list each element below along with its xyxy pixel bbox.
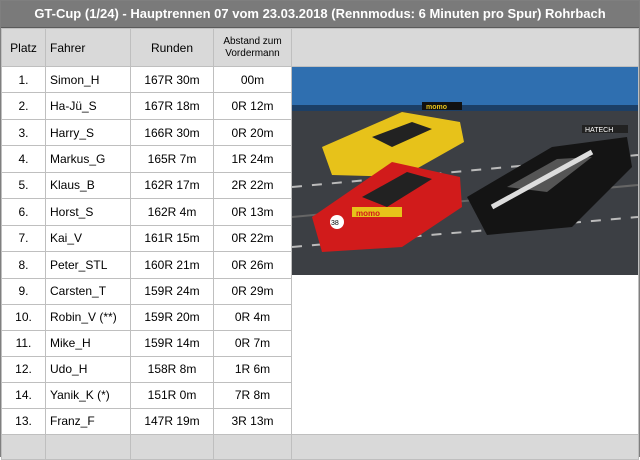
driver-cell: Markus_G (45, 145, 131, 173)
table-row: 10. Robin_V (**) 159R 20m 0R 4m (1, 303, 639, 331)
col-header-blank (291, 28, 639, 67)
place-cell: 7. (1, 224, 46, 253)
laps-cell: 167R 18m (130, 92, 214, 120)
gap-cell: 7R 8m (213, 381, 292, 409)
col-header-laps: Runden (130, 28, 214, 67)
gap-cell: 0R 20m (213, 118, 292, 147)
laps-cell: 159R 14m (130, 329, 214, 357)
footer-cell (130, 433, 214, 460)
blank-cell (291, 408, 639, 434)
place-cell: 3. (1, 118, 46, 147)
col-header-gap: Abstand zum Vordermann (213, 28, 292, 67)
laps-cell: 151R 0m (130, 381, 214, 409)
blank-cell (291, 330, 639, 356)
driver-cell: Harry_S (45, 118, 131, 147)
table-row: 12. Udo_H 158R 8m 1R 6m (1, 355, 639, 383)
table-row: 2. Ha-Jü_S 167R 18m 0R 12m (1, 92, 639, 120)
laps-cell: 147R 19m (130, 407, 214, 435)
col-header-driver: Fahrer (45, 28, 131, 67)
gap-cell: 3R 13m (213, 407, 292, 435)
gap-cell: 0R 4m (213, 303, 292, 331)
red-car: momo 38 (312, 162, 462, 252)
blank-cell (291, 356, 639, 382)
blank-cell (291, 382, 639, 408)
place-cell: 4. (1, 145, 46, 173)
laps-cell: 161R 15m (130, 224, 214, 253)
gap-cell: 0R 26m (213, 251, 292, 279)
laps-cell: 160R 21m (130, 251, 214, 279)
table-row: 11. Mike_H 159R 14m 0R 7m (1, 329, 639, 357)
header-row: Platz Fahrer Runden Abstand zum Vorderma… (1, 28, 639, 67)
driver-cell: Udo_H (45, 355, 131, 383)
driver-cell: Kai_V (45, 224, 131, 253)
results-table: Platz Fahrer Runden Abstand zum Vorderma… (1, 28, 639, 460)
yellow-car: momo (322, 102, 464, 177)
place-cell: 12. (1, 355, 46, 383)
place-cell: 10. (1, 303, 46, 331)
driver-cell: Mike_H (45, 329, 131, 357)
gap-cell: 0R 7m (213, 329, 292, 357)
footer-cell (291, 433, 639, 460)
place-cell: 9. (1, 277, 46, 305)
driver-cell: Klaus_B (45, 171, 131, 200)
footer-cell (45, 433, 131, 460)
blank-cell (291, 278, 639, 304)
race-photo: momo momo 38 HATECH (291, 66, 639, 278)
laps-cell: 162R 4m (130, 198, 214, 226)
table-row: 3. Harry_S 166R 30m 0R 20m (1, 118, 639, 147)
gap-cell: 0R 12m (213, 92, 292, 120)
laps-cell: 166R 30m (130, 118, 214, 147)
place-cell: 8. (1, 251, 46, 279)
svg-text:momo: momo (426, 104, 447, 111)
table-row: 8. Peter_STL 160R 21m 0R 26m (1, 251, 639, 279)
col-header-place: Platz (1, 28, 46, 67)
gap-cell: 0R 13m (213, 198, 292, 226)
laps-cell: 162R 17m (130, 171, 214, 200)
laps-cell: 159R 20m (130, 303, 214, 331)
laps-cell: 167R 30m (130, 65, 214, 94)
gap-cell: 00m (213, 65, 292, 94)
gap-cell: 0R 22m (213, 224, 292, 253)
driver-cell: Simon_H (45, 65, 131, 94)
footer-cell (1, 433, 46, 460)
svg-text:38: 38 (331, 220, 339, 227)
footer-cell (213, 433, 292, 460)
driver-cell: Carsten_T (45, 277, 131, 305)
sheet-title: GT-Cup (1/24) - Hauptrennen 07 vom 23.03… (1, 1, 639, 28)
gap-cell: 1R 6m (213, 355, 292, 383)
place-cell: 1. (1, 65, 46, 94)
table-row: 14. Yanik_K (*) 151R 0m 7R 8m (1, 381, 639, 409)
driver-cell: Yanik_K (*) (45, 381, 131, 409)
laps-cell: 165R 7m (130, 145, 214, 173)
place-cell: 6. (1, 198, 46, 226)
place-cell: 2. (1, 92, 46, 120)
black-car: HATECH (467, 125, 632, 235)
svg-text:HATECH: HATECH (585, 127, 613, 134)
laps-cell: 158R 8m (130, 355, 214, 383)
svg-text:momo: momo (356, 209, 380, 218)
driver-cell: Peter_STL (45, 251, 131, 279)
place-cell: 5. (1, 171, 46, 200)
driver-cell: Horst_S (45, 198, 131, 226)
driver-cell: Ha-Jü_S (45, 92, 131, 120)
footer-row (1, 433, 639, 460)
driver-cell: Franz_F (45, 407, 131, 435)
laps-cell: 159R 24m (130, 277, 214, 305)
gap-cell: 0R 29m (213, 277, 292, 305)
table-row: 13. Franz_F 147R 19m 3R 13m (1, 407, 639, 435)
table-row: 9. Carsten_T 159R 24m 0R 29m (1, 277, 639, 305)
blank-cell (291, 304, 639, 330)
driver-cell: Robin_V (**) (45, 303, 131, 331)
gap-cell: 2R 22m (213, 171, 292, 200)
gap-cell: 1R 24m (213, 145, 292, 173)
table-row: 6. Horst_S 162R 4m 0R 13m (1, 198, 639, 226)
table-row: 1. Simon_H 167R 30m 00m momo momo (1, 65, 639, 278)
place-cell: 11. (1, 329, 46, 357)
place-cell: 14. (1, 381, 46, 409)
place-cell: 13. (1, 407, 46, 435)
